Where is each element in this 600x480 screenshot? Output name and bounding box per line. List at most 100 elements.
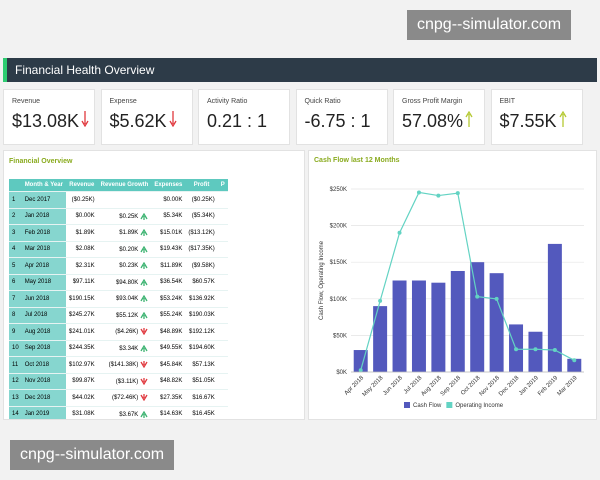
header-cell: Month & Year: [21, 179, 66, 192]
trend-arrow: [140, 344, 148, 352]
header-cell: Revenue Growth: [97, 179, 152, 192]
table-cell: $36.54K: [151, 274, 186, 291]
cell-text: Mar 2018: [24, 246, 51, 253]
cell-text: Jun 2018: [24, 295, 50, 302]
cell-text: $102.97K: [68, 361, 95, 368]
kpi-card: Gross Profit Margin 57.08%: [393, 89, 485, 145]
cell-text: $1.89K: [75, 229, 95, 236]
cell-text: $5.34K: [163, 213, 183, 220]
cell-text: $51.05K: [192, 378, 215, 385]
table-cell: 10: [9, 340, 22, 357]
table-cell: 3: [9, 224, 22, 242]
cell-text: $53.24K: [159, 295, 183, 302]
table-cell: $11.89K: [151, 257, 186, 275]
table-cell: $15.01K: [151, 224, 186, 242]
cell-text: $2.31K: [75, 262, 95, 269]
trend-arrow: [140, 294, 148, 303]
table-cell: $19.43K: [151, 241, 186, 258]
bar: [470, 262, 485, 372]
table-cell: [97, 191, 152, 209]
line-point: [572, 358, 577, 363]
kpi-value: 57.08%: [402, 110, 484, 132]
line-point: [358, 368, 363, 373]
cell-text: $45.84K: [159, 361, 183, 368]
x-tick-label: Sep 2018: [440, 375, 463, 398]
kpi-label: Activity Ratio: [207, 98, 248, 105]
cell-text: $3.67K: [119, 411, 139, 418]
bar: [373, 306, 388, 372]
cell-text: $190.15K: [68, 295, 95, 302]
table-cell: [217, 373, 228, 390]
cell-text: $244.35K: [68, 345, 95, 352]
header-cell: Profit: [185, 179, 218, 192]
table-row: 12 Nov 2018 $99.87K ($3.11K) $48.82K $51.05K: [9, 373, 228, 390]
kpi-label: EBIT: [499, 98, 516, 105]
table-cell: 7: [9, 290, 22, 308]
x-tick-label: Mar 2019: [557, 375, 580, 398]
cell-text: $93.04K: [115, 296, 139, 303]
table-cell: $2.08K: [65, 241, 98, 258]
cell-text: $136.92K: [189, 295, 215, 302]
trend-arrow: [140, 212, 148, 220]
cell-text: ($13.12K): [188, 229, 215, 236]
line-point: [552, 348, 557, 353]
table-cell: [217, 356, 228, 374]
trend-arrow: [140, 278, 148, 286]
bar: [353, 350, 368, 372]
cell-text: 12: [12, 378, 19, 385]
cell-text: $192.12K: [189, 328, 215, 335]
table-cell: $93.04K: [97, 290, 152, 308]
table-row: 2 Jan 2018 $0.00K $0.25K $5.34K ($5.34K): [9, 208, 228, 225]
chart-title: Cash Flow last 12 Months: [314, 157, 400, 164]
table-cell: $57.13K: [185, 356, 218, 374]
cell-text: 11: [12, 361, 19, 368]
table-cell: $241.01K: [65, 323, 98, 341]
table-cell: $16.67K: [185, 389, 218, 407]
trend-arrow: [140, 410, 148, 418]
cell-text: Nov 2018: [24, 378, 51, 385]
cell-text: $16.67K: [192, 394, 215, 401]
table-row: 13 Dec 2018 $44.02K ($72.46K) $27.35K $16.67K: [9, 389, 228, 407]
cell-text: Oct 2018: [24, 361, 50, 368]
table-cell: Oct 2018: [21, 356, 66, 374]
cell-text: $0.25K: [119, 213, 139, 220]
cell-text: 7: [12, 295, 16, 302]
table-cell: [217, 406, 228, 419]
table-cell: [217, 224, 228, 242]
cell-text: $14.63K: [159, 411, 183, 418]
cell-text: 10: [12, 345, 19, 352]
table-cell: $60.57K: [185, 274, 218, 291]
cell-text: ($17.35K): [188, 246, 215, 253]
table-cell: Jul 2018: [21, 307, 66, 324]
cell-text: Dec 2017: [24, 196, 51, 203]
legend-swatch: [404, 402, 410, 408]
cell-text: 2: [12, 213, 16, 220]
cell-text: $48.89K: [159, 328, 183, 335]
y-tick-label: $50K: [333, 333, 347, 339]
bar: [547, 243, 562, 372]
table-cell: 6: [9, 274, 22, 291]
cell-text: $0.00K: [75, 213, 95, 220]
table-cell: $48.89K: [151, 323, 186, 341]
cell-text: $0.00K: [163, 196, 183, 203]
kpi-value: $13.08K: [12, 111, 94, 132]
kpi-value: 0.21 : 1: [207, 111, 289, 132]
table-cell: ($17.35K): [185, 241, 218, 258]
cell-text: 14: [12, 411, 19, 418]
table-cell: [217, 208, 228, 225]
table-cell: $190.15K: [65, 290, 98, 308]
header-cell: [9, 179, 22, 192]
cell-text: 8: [12, 312, 16, 319]
cell-text: Sep 2018: [24, 345, 51, 352]
cell-text: Jan 2019: [24, 411, 50, 418]
cell-text: ($72.46K): [111, 395, 139, 402]
cell-text: $55.24K: [159, 312, 183, 319]
table-cell: $55.24K: [151, 307, 186, 324]
table-cell: $0.20K: [97, 241, 152, 258]
table-cell: [217, 241, 228, 258]
table-cell: $190.03K: [185, 307, 218, 324]
line-point: [455, 191, 460, 196]
table-cell: $244.35K: [65, 340, 98, 357]
cell-text: ($9.58K): [191, 262, 215, 269]
table-cell: Sep 2018: [21, 340, 66, 357]
